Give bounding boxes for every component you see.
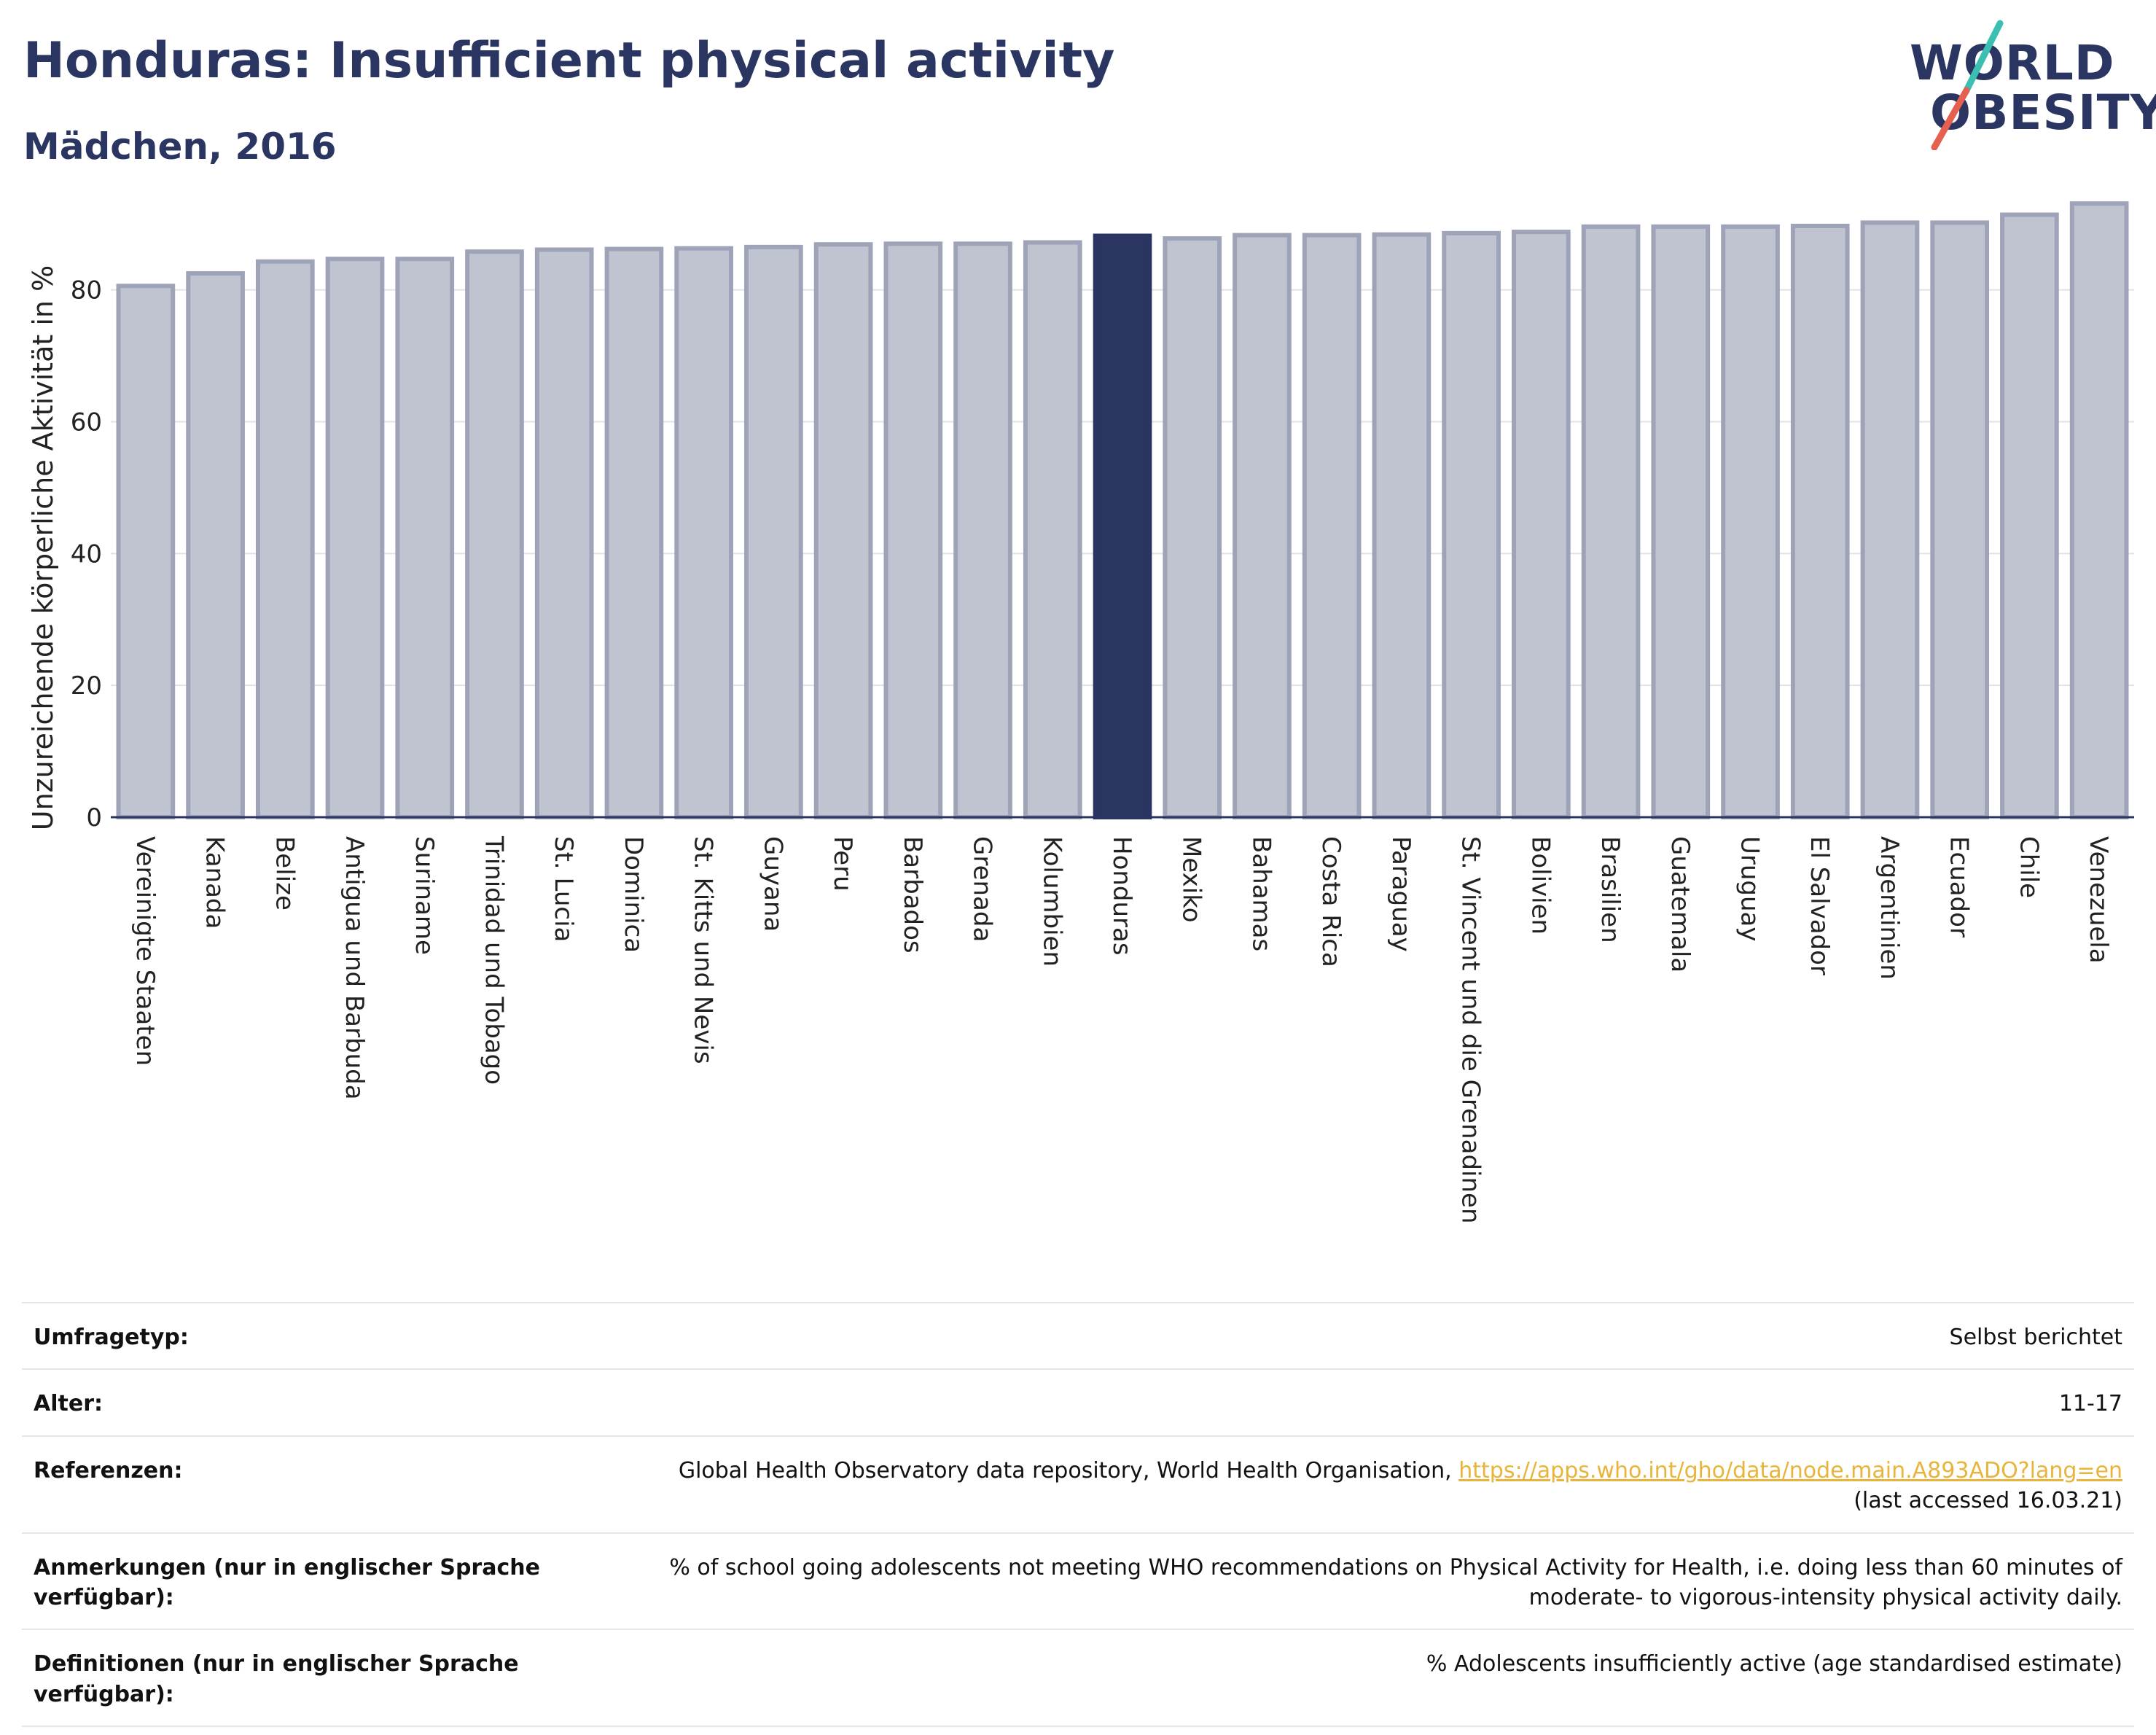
meta-label: Anmerkungen (nur in englischer Sprache v…: [22, 1532, 555, 1631]
bar-honduras[interactable]: [1093, 233, 1152, 819]
y-tick-label: 60: [71, 408, 102, 437]
world-obesity-logo: WORLD OBESITY: [1902, 19, 2156, 150]
x-tick-label: Ecuador: [1945, 836, 1974, 937]
x-tick-label: Mexiko: [1177, 836, 1206, 923]
x-tick-label: Venezuela: [2084, 836, 2113, 964]
bar-chile[interactable]: [2000, 212, 2059, 819]
bars: [116, 201, 2129, 820]
x-tick-labels: Vereinigte Staaten Kanada Belize Antigua un…: [130, 835, 2113, 1223]
reference-text: Global Health Observatory data repositor…: [678, 1457, 1452, 1483]
bar-st-kitts-und-nevis[interactable]: [674, 246, 733, 819]
x-tick-label: Barbados: [898, 836, 927, 954]
bar-uruguay[interactable]: [1721, 224, 1780, 819]
meta-row-definitions: Definitionen (nur in englischer Sprache …: [22, 1629, 2134, 1728]
bar-bolivien[interactable]: [1512, 230, 1571, 820]
bar-brasilien[interactable]: [1581, 224, 1641, 819]
bar-barbados[interactable]: [883, 241, 943, 819]
reference-link[interactable]: https://apps.who.int/gho/data/node.main.…: [1458, 1457, 2122, 1483]
x-tick-label: St. Kitts und Nevis: [689, 836, 718, 1064]
bar-belize[interactable]: [255, 259, 315, 819]
meta-value: 11-17: [555, 1368, 2134, 1437]
x-tick-label: Guyana: [758, 836, 787, 932]
x-tick-label: Kanada: [200, 836, 230, 929]
bar-venezuela[interactable]: [2069, 201, 2129, 819]
bar-suriname[interactable]: [395, 257, 455, 820]
bar-st-lucia[interactable]: [534, 247, 594, 819]
meta-value: Selbst berichtet: [555, 1301, 2134, 1371]
y-tick-label: 20: [71, 671, 102, 701]
x-tick-label: Belize: [270, 836, 299, 911]
bar-paraguay[interactable]: [1372, 232, 1432, 819]
meta-value: % Adolescents insufficiently active (age…: [555, 1629, 2134, 1728]
meta-value: % of school going adolescents not meetin…: [555, 1532, 2134, 1631]
bar-kanada[interactable]: [186, 271, 245, 819]
x-tick-label: Brasilien: [1595, 836, 1625, 943]
x-tick-label: Bahamas: [1246, 836, 1276, 951]
meta-label: Alter:: [22, 1368, 555, 1437]
meta-row-notes: Anmerkungen (nur in englischer Sprache v…: [22, 1532, 2134, 1631]
x-tick-label: Costa Rica: [1316, 836, 1345, 967]
bar-guatemala[interactable]: [1651, 224, 1711, 819]
y-axis-label: Unzureichende körperliche Aktivität in %: [27, 265, 59, 830]
meta-label: Referenzen:: [22, 1435, 555, 1534]
x-tick-label: Kolumbien: [1037, 836, 1066, 967]
x-tick-label: Chile: [2014, 836, 2043, 898]
meta-row-references: Referenzen: Global Health Observatory da…: [22, 1435, 2134, 1534]
bar-dominica[interactable]: [604, 246, 664, 819]
bar-peru[interactable]: [813, 242, 873, 820]
x-tick-label: Vereinigte Staaten: [130, 836, 160, 1066]
x-tick-label: Uruguay: [1735, 836, 1765, 942]
bar-kolumbien[interactable]: [1023, 240, 1082, 819]
bar-vereinigte-staaten[interactable]: [116, 284, 176, 820]
bar-st-vincent-und-die-grenadinen[interactable]: [1442, 230, 1501, 820]
bar-argentinien[interactable]: [1860, 220, 1920, 819]
bar-costa-rica[interactable]: [1302, 233, 1362, 819]
x-tick-label: Trinidad und Tobago: [479, 835, 508, 1085]
meta-row-survey-type: Umfragetyp: Selbst berichtet: [22, 1301, 2134, 1371]
meta-label: Definitionen (nur in englischer Sprache …: [22, 1629, 555, 1728]
logo-word-obesity: OBESITY: [1930, 85, 2156, 141]
reference-accessed: (last accessed 16.03.21): [1854, 1488, 2122, 1514]
bar-bahamas[interactable]: [1233, 233, 1292, 819]
x-tick-label: St. Vincent und die Grenadinen: [1456, 836, 1485, 1223]
y-tick-labels: 0 20 40 60 80: [71, 276, 102, 833]
x-tick-label: Peru: [828, 836, 857, 892]
bar-chart: 0 20 40 60 80 Vereinigte Staaten Kanada Belize…: [27, 201, 2134, 1223]
meta-value: Global Health Observatory data repositor…: [555, 1435, 2134, 1534]
bar-grenada[interactable]: [953, 241, 1012, 819]
x-tick-label: Grenada: [968, 836, 997, 942]
x-tick-label: El Salvador: [1805, 836, 1834, 975]
meta-label: Umfragetyp:: [22, 1301, 555, 1371]
x-tick-label: Bolivien: [1526, 836, 1555, 935]
bar-mexiko[interactable]: [1163, 236, 1222, 819]
y-tick-label: 80: [71, 276, 102, 305]
metadata-table: Umfragetyp: Selbst berichtet Alter: 11-1…: [22, 1301, 2134, 1728]
x-tick-label: Guatemala: [1665, 836, 1695, 972]
x-tick-label: Argentinien: [1875, 836, 1904, 980]
meta-row-age: Alter: 11-17: [22, 1368, 2134, 1437]
chart-subtitle: Mädchen, 2016: [23, 125, 337, 168]
bar-el-salvador[interactable]: [1790, 223, 1850, 819]
x-tick-label: St. Lucia: [549, 836, 578, 942]
bar-trinidad-und-tobago[interactable]: [465, 249, 524, 819]
bar-guyana[interactable]: [744, 244, 803, 819]
x-tick-label: Dominica: [619, 836, 648, 953]
logo-slash-icon: [1931, 20, 2004, 150]
x-tick-label: Honduras: [1107, 836, 1136, 956]
y-tick-label: 40: [71, 539, 102, 569]
x-tick-label: Antigua und Barbuda: [340, 836, 369, 1100]
chart-title: Honduras: Insufficient physical activity: [23, 32, 1115, 90]
bar-antigua-und-barbuda[interactable]: [325, 257, 385, 820]
y-tick-label: 0: [86, 803, 102, 833]
bar-ecuador[interactable]: [1930, 220, 1990, 819]
x-tick-label: Paraguay: [1386, 836, 1415, 952]
x-tick-label: Suriname: [410, 836, 439, 955]
logo-word-world: WORLD: [1910, 35, 2115, 91]
